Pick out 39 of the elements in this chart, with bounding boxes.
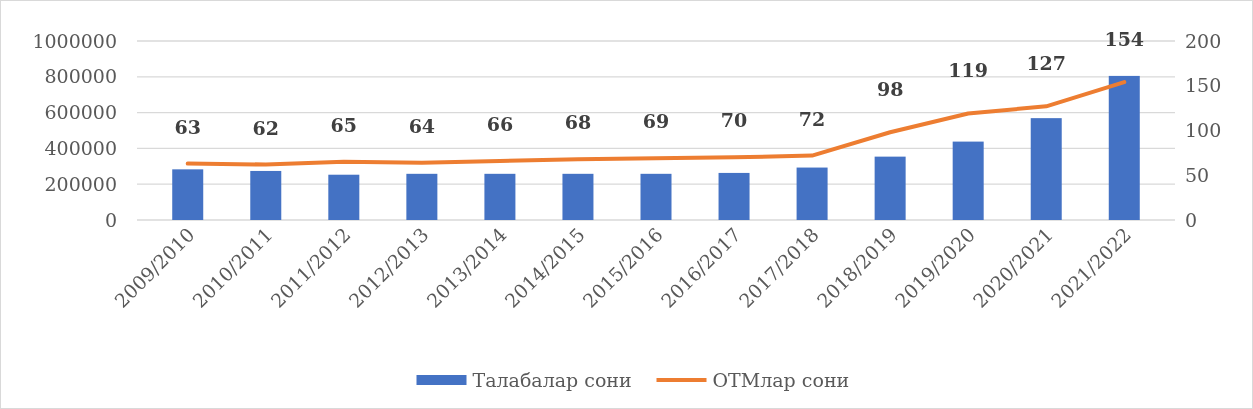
bar [874, 156, 906, 220]
bar [952, 141, 984, 220]
bar [718, 172, 750, 220]
y2-tick-label: 100 [1185, 119, 1222, 142]
data-label: 63 [174, 115, 201, 138]
bar [640, 173, 672, 220]
y-tick-label: 800000 [44, 65, 117, 88]
y2-tick-label: 150 [1185, 74, 1222, 97]
data-label: 65 [330, 113, 358, 136]
legend-label: ОТМлар сони [712, 368, 850, 391]
y2-tick-label: 0 [1185, 208, 1198, 231]
data-label: 68 [564, 111, 592, 134]
y-tick-label: 200000 [44, 172, 117, 195]
y-tick-label: 400000 [44, 137, 117, 160]
data-label: 64 [408, 114, 436, 137]
data-label: 66 [486, 112, 514, 135]
data-label: 69 [642, 110, 670, 133]
y-tick-label: 0 [104, 208, 117, 231]
bar [406, 173, 438, 220]
data-label: 70 [720, 109, 748, 132]
data-label: 127 [1026, 52, 1067, 75]
data-label: 154 [1104, 28, 1145, 51]
y-tick-label: 600000 [44, 101, 117, 124]
data-label: 119 [948, 59, 989, 82]
bar [250, 170, 282, 220]
bar [172, 169, 204, 220]
bar [1030, 118, 1062, 220]
y2-tick-label: 200 [1185, 29, 1222, 52]
y2-tick-label: 50 [1185, 163, 1210, 186]
data-label: 72 [798, 107, 826, 130]
data-label: 98 [876, 78, 904, 101]
bar [484, 173, 516, 220]
bar [328, 174, 360, 220]
bar [562, 173, 594, 220]
legend-label: Талабалар сони [472, 368, 632, 391]
bar [1108, 75, 1140, 220]
data-label: 62 [252, 116, 279, 139]
y-tick-label: 1000000 [32, 29, 117, 52]
bar [796, 167, 828, 220]
